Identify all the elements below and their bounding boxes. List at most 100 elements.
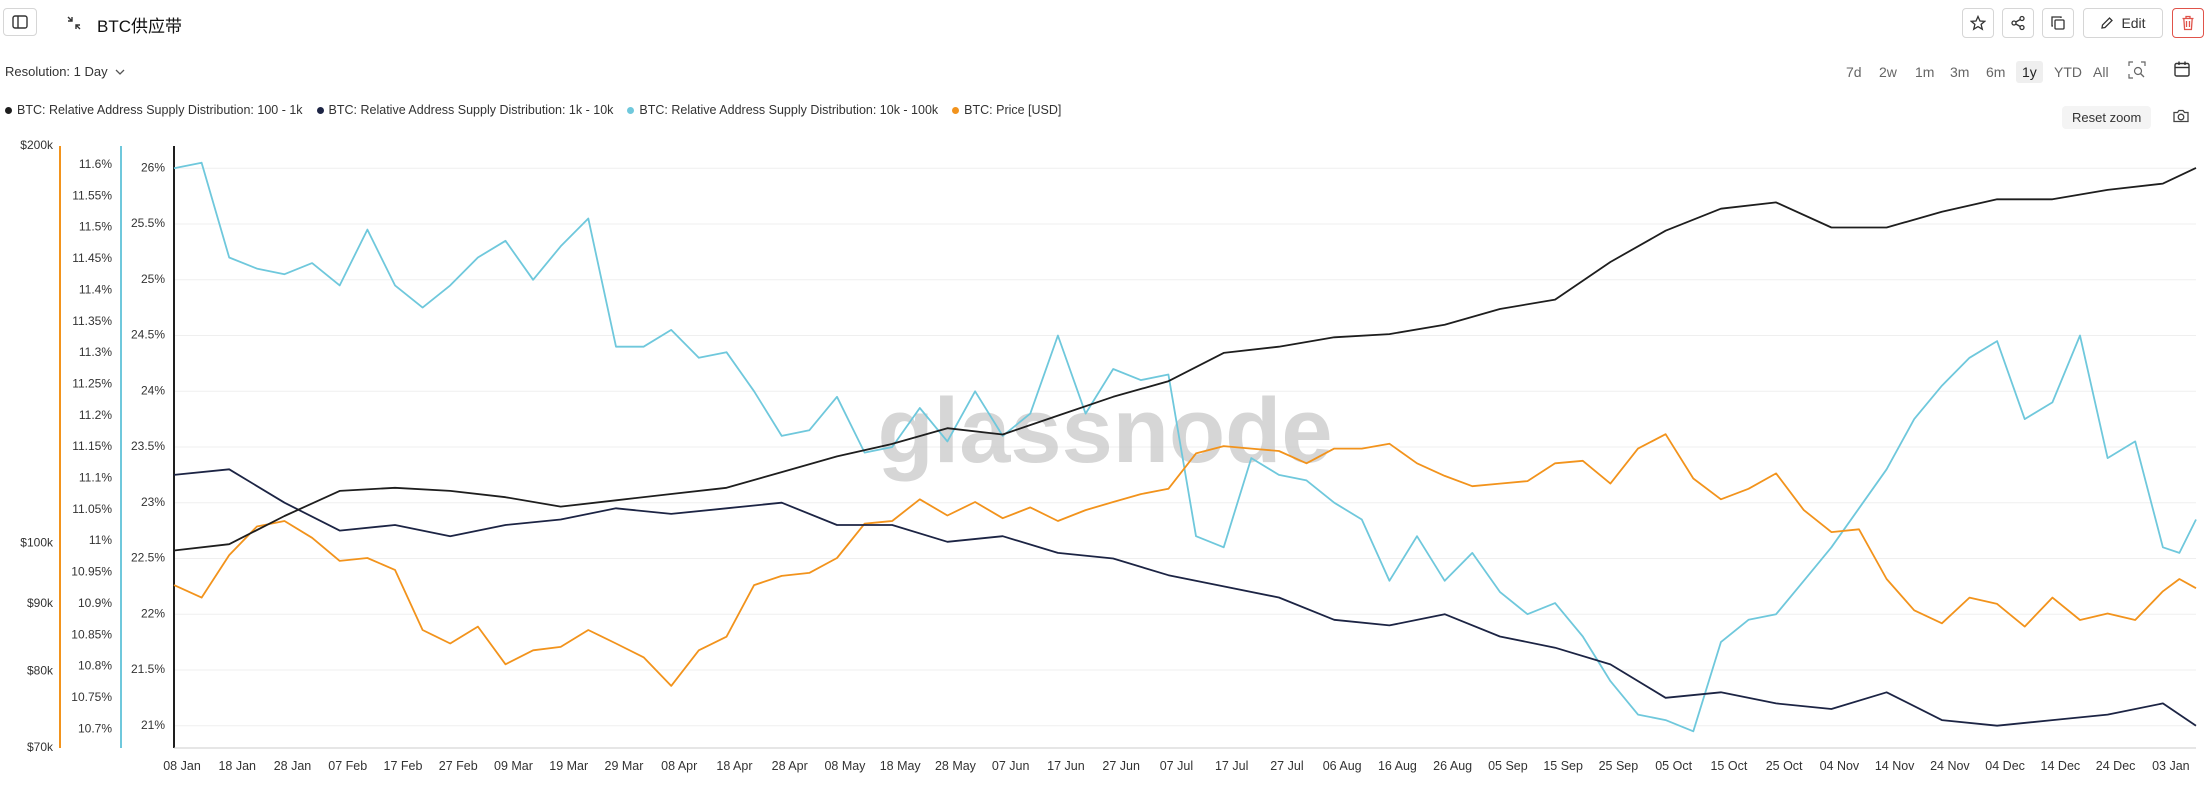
x-tick-label: 27 Jul	[1270, 759, 1303, 773]
sidebar-toggle-button[interactable]	[3, 8, 37, 36]
edit-button[interactable]: Edit	[2083, 8, 2163, 38]
x-tick-label: 08 Apr	[661, 759, 697, 773]
delete-button[interactable]	[2172, 8, 2204, 38]
share-small-tick-label: 10.8%	[78, 659, 112, 673]
x-tick-label: 06 Aug	[1323, 759, 1362, 773]
reset-zoom-button[interactable]: Reset zoom	[2062, 106, 2152, 129]
x-tick-label: 03 Jan	[2152, 759, 2190, 773]
range-6m[interactable]: 6m	[1986, 64, 2006, 80]
x-tick-label: 17 Jul	[1215, 759, 1248, 773]
x-tick-label: 05 Oct	[1655, 759, 1692, 773]
share-large-tick-label: 24.5%	[131, 328, 165, 342]
range-all[interactable]: All	[2093, 64, 2109, 80]
copy-icon	[2051, 16, 2065, 30]
collapse-button[interactable]	[66, 15, 82, 31]
range-7d[interactable]: 7d	[1846, 64, 1862, 80]
range-1y[interactable]: 1y	[2016, 61, 2043, 83]
share-small-tick-label: 11.3%	[79, 345, 112, 359]
share-small-tick-label: 10.75%	[71, 690, 112, 704]
x-tick-label: 27 Feb	[439, 759, 478, 773]
zoom-select-button[interactable]	[2128, 61, 2146, 79]
calendar-button[interactable]	[2173, 60, 2191, 78]
share-small-tick-label: 11.45%	[72, 251, 112, 265]
share-small-tick-label: 11.4%	[79, 282, 112, 296]
x-tick-label: 14 Dec	[2041, 759, 2081, 773]
legend-item-price[interactable]: BTC: Price [USD]	[952, 103, 1061, 117]
x-tick-label: 24 Dec	[2096, 759, 2136, 773]
share-small-tick-label: 11.25%	[72, 376, 112, 390]
share-large-tick-label: 23%	[141, 495, 165, 509]
series-line-s10k_100k	[173, 161, 2197, 733]
x-tick-label: 08 May	[824, 759, 866, 773]
share-small-tick-label: 11.05%	[72, 502, 112, 516]
series-line-s100_1k	[173, 167, 2197, 552]
share-large-tick-label: 26%	[141, 160, 165, 174]
star-button[interactable]	[1962, 8, 1994, 38]
x-tick-label: 28 May	[935, 759, 977, 773]
camera-button[interactable]	[2172, 108, 2190, 124]
legend-dot	[952, 106, 960, 114]
series-line-price	[173, 433, 2197, 687]
x-tick-label: 18 Apr	[716, 759, 752, 773]
axes: $70k $80k $90k $100k $200k 10.7% 10.75% 10.8% 10…	[20, 138, 2196, 773]
x-tick-label: 25 Sep	[1599, 759, 1639, 773]
share-button[interactable]	[2002, 8, 2034, 38]
resolution-select[interactable]: Resolution: 1 Day	[5, 64, 125, 79]
x-tick-label: 05 Sep	[1488, 759, 1528, 773]
price-tick-label: $70k	[27, 740, 54, 754]
series-lines	[173, 161, 2197, 733]
calendar-icon	[2174, 61, 2190, 77]
x-tick-label: 17 Feb	[384, 759, 423, 773]
legend-dot	[5, 106, 12, 114]
resolution-label: Resolution: 1 Day	[5, 64, 108, 79]
star-icon	[1970, 15, 1986, 31]
legend-dot	[316, 106, 324, 114]
legend-item-1k-10k[interactable]: BTC: Relative Address Supply Distributio…	[316, 103, 614, 117]
x-tick-label: 07 Jun	[992, 759, 1030, 773]
page-title: BTC供应带	[97, 17, 182, 36]
legend-label: BTC: Relative Address Supply Distributio…	[328, 103, 614, 117]
range-ytd[interactable]: YTD	[2054, 64, 2082, 80]
range-2w[interactable]: 2w	[1879, 64, 1897, 80]
share-large-tick-label: 21.5%	[131, 662, 165, 676]
price-tick-label: $100k	[20, 536, 54, 550]
share-small-tick-label: 11.15%	[72, 439, 112, 453]
price-tick-label: $80k	[27, 664, 54, 678]
legend-label: BTC: Relative Address Supply Distributio…	[639, 103, 939, 117]
legend-dot	[627, 106, 635, 114]
share-icon	[2011, 15, 2025, 31]
legend-item-10k-100k[interactable]: BTC: Relative Address Supply Distributio…	[627, 103, 938, 117]
share-large-tick-label: 23.5%	[131, 439, 165, 453]
share-large-tick-label: 22.5%	[131, 551, 165, 565]
collapse-icon	[67, 16, 81, 30]
range-1m[interactable]: 1m	[1915, 64, 1935, 80]
share-small-tick-label: 11.2%	[79, 408, 112, 422]
x-tick-label: 19 Mar	[549, 759, 588, 773]
copy-button[interactable]	[2042, 8, 2074, 38]
x-tick-label: 15 Sep	[1543, 759, 1583, 773]
legend-item-100-1k[interactable]: BTC: Relative Address Supply Distributio…	[5, 103, 303, 117]
range-3m[interactable]: 3m	[1950, 64, 1970, 80]
share-small-tick-label: 11.6%	[79, 157, 112, 171]
x-tick-label: 24 Nov	[1930, 759, 1970, 773]
x-tick-label: 28 Apr	[772, 759, 808, 773]
x-tick-label: 25 Oct	[1766, 759, 1803, 773]
share-large-tick-label: 25.5%	[131, 216, 165, 230]
share-small-tick-label: 11.35%	[72, 314, 112, 328]
trash-icon	[2182, 15, 2194, 31]
edit-button-label: Edit	[2121, 15, 2146, 31]
share-small-tick-label: 10.95%	[71, 565, 112, 579]
x-tick-label: 26 Aug	[1433, 759, 1472, 773]
share-large-tick-label: 22%	[141, 606, 165, 620]
x-tick-label: 08 Jan	[163, 759, 201, 773]
x-tick-label: 17 Jun	[1047, 759, 1085, 773]
series-line-s1k_10k	[173, 468, 2197, 727]
x-tick-label: 28 Jan	[274, 759, 312, 773]
x-tick-label: 16 Aug	[1378, 759, 1417, 773]
share-small-tick-label: 10.7%	[78, 721, 112, 735]
share-small-tick-label: 11.1%	[79, 471, 112, 485]
share-small-tick-label: 10.9%	[78, 596, 112, 610]
x-tick-label: 27 Jun	[1102, 759, 1140, 773]
x-tick-label: 14 Nov	[1875, 759, 1915, 773]
